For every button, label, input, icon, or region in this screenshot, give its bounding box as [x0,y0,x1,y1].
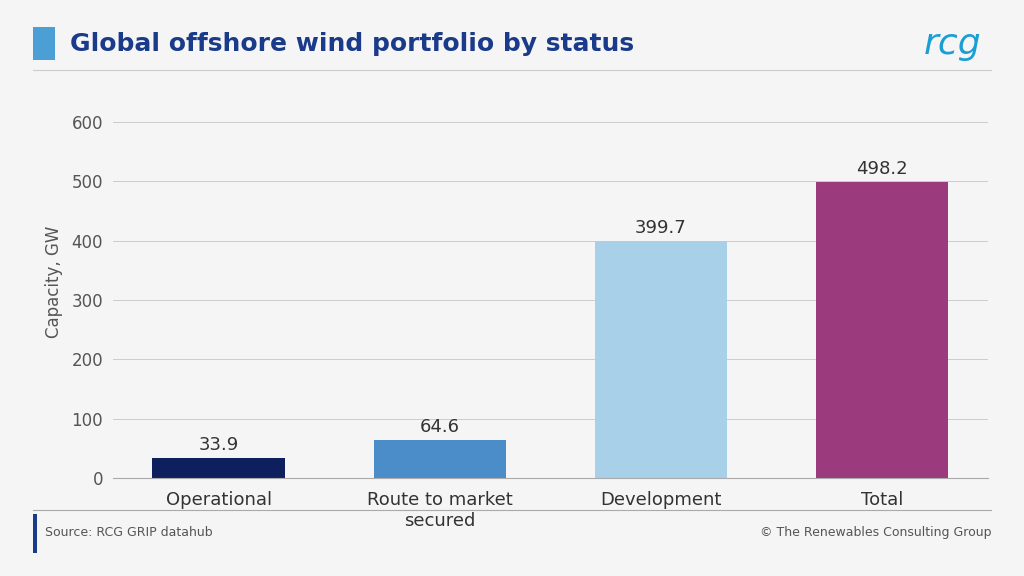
Text: © The Renewables Consulting Group: © The Renewables Consulting Group [760,526,991,539]
Y-axis label: Capacity, GW: Capacity, GW [45,226,62,339]
Bar [595,241,727,478]
Text: rcg: rcg [924,26,981,61]
Bar [816,183,948,478]
Text: Global offshore wind portfolio by status: Global offshore wind portfolio by status [70,32,634,56]
Text: Source: RCG GRIP datahub: Source: RCG GRIP datahub [45,526,213,539]
Text: 399.7: 399.7 [635,219,687,237]
Text: 33.9: 33.9 [199,436,239,454]
Text: 498.2: 498.2 [856,160,908,178]
Text: 64.6: 64.6 [420,418,460,435]
Bar [153,458,285,478]
Bar [374,439,506,478]
